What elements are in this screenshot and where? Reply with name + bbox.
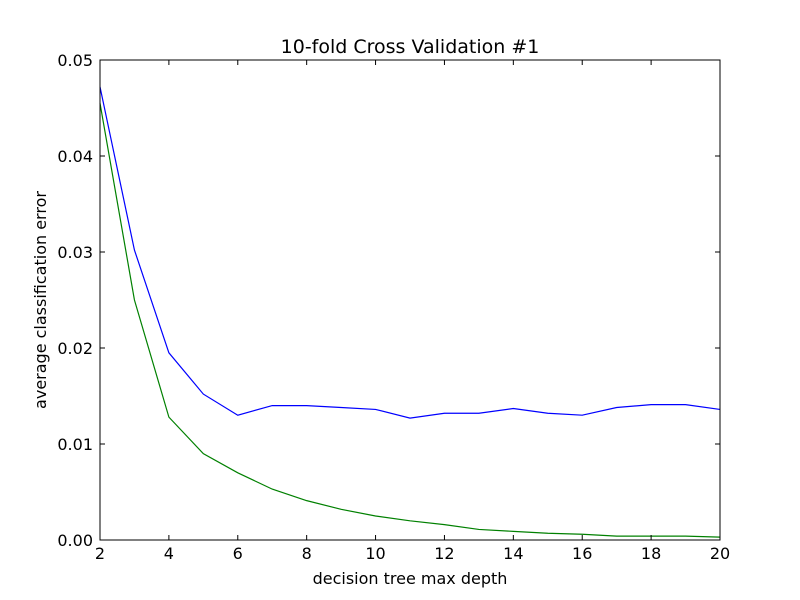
- chart-title: 10-fold Cross Validation #1: [281, 36, 540, 58]
- y-tick-label: 0.03: [57, 243, 93, 262]
- x-tick-label: 16: [572, 544, 592, 563]
- x-tick-label: 12: [434, 544, 454, 563]
- x-tick-label: 6: [233, 544, 243, 563]
- plot-frame: [99, 59, 721, 541]
- x-tick-label: 10: [365, 544, 385, 563]
- x-tick-label: 8: [302, 544, 312, 563]
- series-line-2: [99, 103, 721, 538]
- series-line-1: [99, 86, 721, 419]
- x-tick-label: 20: [710, 544, 730, 563]
- y-tick-label: 0.02: [57, 339, 93, 358]
- x-tick-label: 4: [164, 544, 174, 563]
- y-tick-label: 0.04: [57, 147, 93, 166]
- y-tick-label: 0.01: [57, 435, 93, 454]
- tick-layer: 2 4 6 8 10 12 14 16 18 20 0.00 0.01 0.02 0.03 0.04 0.05: [57, 51, 730, 563]
- y-axis-label: average classification error: [31, 191, 50, 409]
- x-tick-label: 2: [95, 544, 105, 563]
- series-layer: [99, 86, 721, 538]
- y-tick-label: 0.05: [57, 51, 93, 70]
- x-tick-label: 14: [503, 544, 523, 563]
- x-tick-label: 18: [641, 544, 661, 563]
- y-tick-label: 0.00: [57, 531, 93, 550]
- x-axis-label: decision tree max depth: [313, 569, 508, 588]
